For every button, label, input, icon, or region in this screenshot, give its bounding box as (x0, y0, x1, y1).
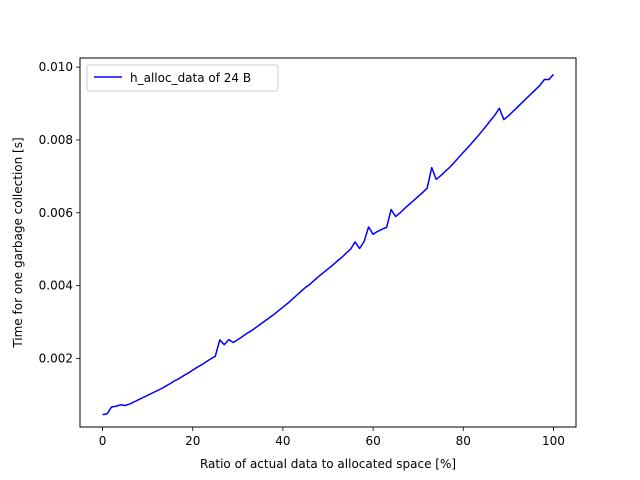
series-layer (102, 73, 555, 416)
legend-box (86, 64, 279, 92)
y-axis-label: Time for one garbage collection [s] (11, 137, 25, 348)
y-axis-ticks: 0.002 0.004 0.006 0.008 0.010 (39, 60, 80, 366)
plot-frame (79, 57, 577, 428)
x-tick-label: 80 (456, 434, 471, 448)
x-axis-ticks: 0 20 40 60 80 100 (99, 427, 565, 448)
legend: h_alloc_data of 24 B (86, 64, 279, 92)
y-tick-label: 0.008 (39, 133, 73, 147)
x-axis-label: Ratio of actual data to allocated space … (200, 457, 456, 471)
y-tick-label: 0.006 (39, 206, 73, 220)
x-tick-label: 100 (542, 434, 565, 448)
x-tick-label: 20 (185, 434, 200, 448)
y-tick-label: 0.010 (39, 60, 73, 74)
x-tick-label: 40 (275, 434, 290, 448)
x-tick-label: 60 (365, 434, 380, 448)
x-tick-label: 0 (99, 434, 107, 448)
series-line (102, 73, 555, 416)
y-tick-label: 0.004 (39, 279, 73, 293)
y-tick-label: 0.002 (39, 352, 73, 366)
legend-entry-label: h_alloc_data of 24 B (130, 71, 251, 85)
